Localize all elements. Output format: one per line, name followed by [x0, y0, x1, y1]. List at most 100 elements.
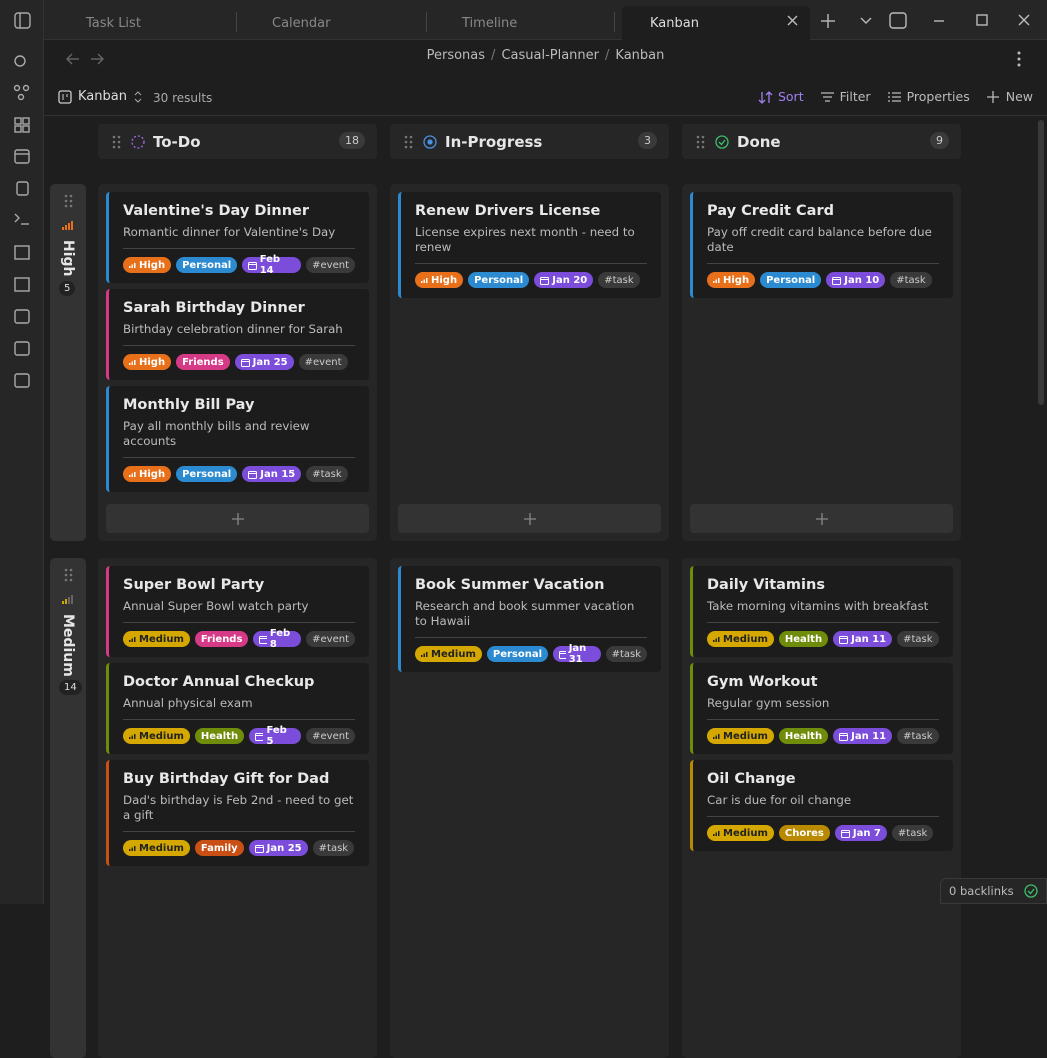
card-title: Pay Credit Card	[707, 203, 834, 219]
card-title: Daily Vitamins	[707, 577, 825, 593]
tab[interactable]: Calendar	[244, 6, 424, 40]
date-label: Jan 25	[252, 356, 288, 368]
tab-bar: Task List Calendar Timeline Kanban	[44, 0, 1047, 40]
task-card[interactable]: Oil Change Car is due for oil change Mediu…	[690, 760, 953, 851]
toolbar-action[interactable]: Sort	[758, 89, 804, 104]
icon	[713, 831, 720, 836]
hashtag-chip: #task	[598, 272, 640, 288]
priority-chip: Medium	[123, 631, 190, 647]
column-name: To-Do	[153, 132, 201, 151]
crumb[interactable]: Personas	[426, 48, 486, 63]
icon	[559, 650, 566, 659]
task-card[interactable]: Book Summer Vacation Research and book su…	[398, 566, 661, 672]
card-divider	[123, 345, 355, 346]
date-chip: Jan 10	[826, 272, 886, 288]
tag-chip: Family	[194, 840, 244, 856]
tag-chip: Personal	[486, 646, 549, 662]
icon	[887, 91, 901, 102]
date-chip: Jan 7	[834, 825, 887, 841]
icon	[404, 135, 413, 148]
tag-chip: Health	[778, 631, 829, 647]
card-title: Oil Change	[707, 771, 796, 787]
date-chip: Jan 20	[534, 272, 594, 288]
ribbon	[0, 0, 44, 904]
priority-label: High	[723, 274, 750, 286]
icon	[540, 276, 550, 285]
icon	[62, 595, 73, 604]
date-chip: Feb 5	[249, 725, 302, 747]
tab[interactable]: Task List	[58, 6, 238, 40]
column-header[interactable]: Done 9	[682, 124, 961, 159]
priority-chip: Medium	[123, 840, 190, 856]
task-card[interactable]: Super Bowl Party Annual Super Bowl watch …	[106, 566, 369, 657]
card-chips: Medium Personal Jan 31 #task	[415, 643, 647, 665]
add-card-button[interactable]	[106, 504, 369, 533]
task-card[interactable]: Sarah Birthday Dinner Birthday celebratio…	[106, 289, 369, 380]
crumb[interactable]: Casual-Planner	[501, 48, 600, 63]
card-chips: Medium Health Feb 5 #event	[123, 725, 355, 747]
task-card[interactable]: Daily Vitamins Take morning vitamins with…	[690, 566, 953, 657]
card-title: Doctor Annual Checkup	[123, 674, 315, 690]
hashtag-chip: #task	[891, 825, 934, 841]
column-count: 3	[638, 132, 657, 149]
icon	[129, 734, 136, 739]
priority-label: High	[139, 259, 166, 271]
action-label: New	[1005, 89, 1033, 104]
card-chips: High Personal Jan 20 #task	[415, 272, 647, 288]
view-switcher[interactable]: Kanban	[58, 89, 143, 104]
task-card[interactable]: Renew Drivers License License expires nex…	[398, 192, 661, 298]
toolbar-action[interactable]: Properties	[887, 89, 970, 104]
priority-chip: Medium	[123, 728, 190, 744]
icon	[232, 513, 244, 525]
toolbar-action[interactable]: Filter	[820, 89, 871, 104]
date-chip: Jan 15	[242, 466, 302, 482]
icon	[696, 135, 705, 148]
column-header[interactable]: In-Progress 3	[390, 124, 669, 159]
task-card[interactable]: Monthly Bill Pay Pay all monthly bills an…	[106, 386, 369, 492]
card-divider	[415, 263, 647, 264]
task-card[interactable]: Valentine's Day Dinner Romantic dinner fo…	[106, 192, 369, 283]
hashtag-chip: #task	[605, 646, 647, 662]
icon	[64, 194, 73, 208]
date-label: Jan 20	[552, 274, 588, 286]
group-label: Medium 14	[50, 558, 86, 1058]
tab[interactable]: Timeline	[434, 6, 614, 40]
backlinks[interactable]: 0 backlinks	[949, 884, 1014, 898]
add-card-button[interactable]	[690, 504, 953, 533]
task-card[interactable]: Gym Workout Regular gym session Medium Heal…	[690, 663, 953, 754]
group-name: High	[60, 240, 76, 277]
tag-chip: Friends	[194, 631, 249, 647]
icon	[248, 470, 258, 479]
column-header[interactable]: To-Do 18	[98, 124, 377, 159]
add-card-button[interactable]	[398, 504, 661, 533]
priority-chip: Medium	[707, 728, 774, 744]
tab-label: Timeline	[462, 15, 518, 31]
task-card[interactable]: Pay Credit Card Pay off credit card balan…	[690, 192, 953, 298]
date-chip: Jan 11	[833, 631, 893, 647]
date-label: Jan 15	[260, 468, 296, 480]
icon	[240, 358, 250, 367]
crumb[interactable]: Kanban	[615, 48, 665, 63]
card-description: Birthday celebration dinner for Sarah	[123, 322, 343, 336]
tab[interactable]: Kanban	[622, 6, 810, 40]
date-label: Jan 31	[568, 643, 587, 665]
tag-chip: Health	[194, 728, 245, 744]
action-label: Properties	[906, 89, 970, 104]
icon	[58, 89, 72, 104]
priority-label: Medium	[723, 827, 768, 839]
icon	[524, 513, 536, 525]
group-name: Medium	[60, 614, 76, 677]
icon	[787, 12, 1030, 29]
task-card[interactable]: Buy Birthday Gift for Dad Dad's birthday …	[106, 760, 369, 866]
toolbar-action[interactable]: New	[986, 89, 1033, 104]
toolbar: Kanban 30 results Sort Filter Properties New	[44, 80, 1047, 116]
kanban-cell: Daily Vitamins Take morning vitamins with…	[682, 558, 961, 1058]
icon	[421, 652, 428, 657]
icon	[421, 278, 428, 283]
icon	[129, 360, 136, 365]
task-card[interactable]: Doctor Annual Checkup Annual physical exa…	[106, 663, 369, 754]
tag-chip: Personal	[760, 272, 822, 288]
tag-chip: Personal	[468, 272, 530, 288]
tag-chip: Personal	[176, 257, 238, 273]
icon	[1023, 884, 1038, 898]
